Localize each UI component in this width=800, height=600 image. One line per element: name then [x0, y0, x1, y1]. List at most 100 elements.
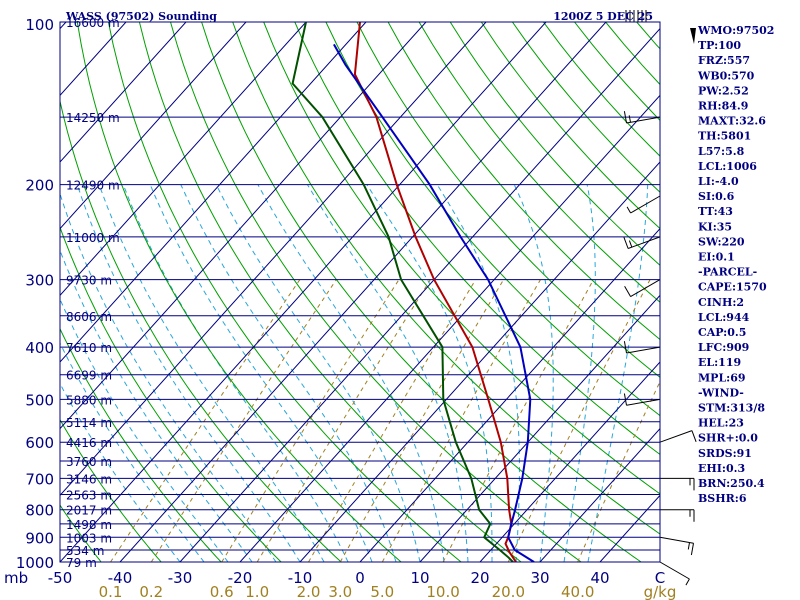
index-line: TT:43	[698, 205, 733, 218]
dewpoint-profile-line	[291, 22, 514, 562]
isotherm-line	[60, 22, 487, 497]
index-line: BSHR:6	[698, 492, 747, 505]
moist-adiabat-line	[257, 184, 445, 562]
wind-barb-feather	[623, 111, 627, 124]
height-labels: 16600 m 14250 m 12490 m 11000 m 9730 m 8606 m…	[66, 16, 120, 570]
wind-barb-staff	[626, 398, 661, 406]
temperature-tick-label: -40	[108, 569, 133, 587]
index-line: BRN:250.4	[698, 477, 765, 490]
isotherm-line	[539, 427, 660, 562]
wind-barb	[659, 561, 690, 586]
height-label: 8606 m	[66, 310, 112, 324]
pressure-tick-label: 900	[25, 529, 54, 547]
temperature-tick-label: -30	[168, 569, 193, 587]
wind-barb-feather	[628, 115, 631, 123]
height-label: 5880 m	[66, 393, 112, 407]
sounding-indices-panel: WMO:97502 TP:100 FRZ:557 WB0:570 PW:2.52 RH:8…	[690, 24, 774, 505]
index-line: EI:0.1	[698, 251, 735, 264]
height-label: 16600 m	[66, 16, 120, 30]
height-label: 534 m	[66, 544, 104, 558]
index-line: WB0:570	[697, 69, 755, 82]
chart-time: 1200Z 5 DEC 25	[553, 10, 653, 23]
mixing-ratio-line	[339, 279, 505, 562]
mixing-ratio-label: 40.0	[561, 583, 594, 600]
index-line: CAP:0.5	[698, 326, 746, 339]
height-label: 1003 m	[66, 531, 112, 545]
height-label: 2563 m	[66, 489, 112, 503]
isotherm-line	[119, 22, 607, 562]
temperature-tick-label: 20	[470, 569, 489, 587]
mixing-ratio-label: 5.0	[370, 583, 394, 600]
isotherm-line	[60, 22, 547, 562]
mixing-ratio-label: 0.6	[210, 583, 234, 600]
wind-barb-feather	[691, 430, 697, 442]
wind-barb	[623, 341, 661, 354]
index-line: MPL:69	[698, 371, 746, 384]
wind-barb	[623, 111, 661, 124]
wind-barbs	[623, 10, 697, 586]
index-line: SHR+:0.0	[698, 432, 758, 445]
isotherms	[60, 22, 660, 562]
height-label: 5114 m	[66, 416, 112, 430]
height-label: 12490 m	[66, 179, 120, 193]
height-label: 4416 m	[66, 436, 112, 450]
height-label: 14250 m	[66, 111, 120, 125]
height-label: 2017 m	[66, 504, 112, 518]
index-line: RH:84.9	[698, 100, 748, 113]
wind-barb-feather	[626, 206, 632, 214]
pressure-tick-label: 100	[25, 16, 54, 34]
mixing-ratio-label: 1.0	[245, 583, 269, 600]
temperature-tick-label: -50	[48, 569, 73, 587]
pressure-tick-label: 300	[25, 272, 54, 290]
moist-adiabat-line	[587, 184, 649, 562]
mixing-ratio-label: 2.0	[297, 583, 321, 600]
wind-barb-feather	[623, 393, 627, 406]
wind-barb	[626, 195, 661, 214]
index-line: LFC:909	[698, 341, 749, 354]
index-line: HEL:23	[698, 417, 744, 430]
wind-barb-feather	[690, 543, 694, 556]
index-line: STM:313/8	[698, 402, 765, 415]
height-label: 6699 m	[66, 369, 112, 383]
isotherm-line	[239, 94, 660, 562]
wind-barb	[659, 430, 697, 443]
mixing-ratio-line	[221, 279, 400, 562]
index-line: KI:35	[698, 220, 732, 233]
mixing-ratio-label: 0.1	[99, 583, 123, 600]
isotherm-line	[60, 22, 367, 363]
height-label: 79 m	[66, 556, 97, 570]
isotherm-line	[299, 161, 660, 562]
pressure-tick-label: 700	[25, 470, 54, 488]
height-label: 1498 m	[66, 518, 112, 532]
mixing-ratio-label: 10.0	[426, 583, 459, 600]
temperature-tick-label: 40	[590, 569, 609, 587]
isotherm-line	[179, 27, 660, 562]
mixing-ratio-line	[256, 279, 431, 562]
pressure-tick-label: 800	[25, 502, 54, 520]
wind-barb-staff	[627, 236, 661, 249]
wind-barb-staff	[659, 430, 693, 443]
isotherm-line	[60, 22, 187, 163]
mixing-ratio-label: 20.0	[492, 583, 525, 600]
wind-barb-staff	[659, 536, 694, 544]
index-line: CINH:2	[698, 296, 744, 309]
temperature-profile-line	[353, 22, 517, 562]
pressure-axis-labels: 100 200 300 400 500 600 700 800 900 1000	[16, 16, 54, 572]
index-line: LCL:944	[698, 311, 750, 324]
index-line: SW:220	[698, 235, 745, 248]
index-line: TP:100	[698, 39, 741, 52]
wind-barb-feather	[623, 237, 629, 249]
height-label: 11000 m	[66, 231, 120, 245]
wind-barb-feather	[624, 286, 632, 297]
pressure-tick-label: 1000	[16, 554, 54, 572]
index-line: SRDS:91	[698, 447, 752, 460]
wind-barb-feather	[687, 542, 690, 550]
temperature-tick-label: -20	[228, 569, 253, 587]
pressure-tick-label: 200	[25, 177, 54, 195]
wind-barb	[660, 509, 695, 522]
mixing-ratio-label: 3.0	[328, 583, 352, 600]
wind-barb	[623, 236, 661, 249]
index-line: PW:2.52	[698, 84, 749, 97]
